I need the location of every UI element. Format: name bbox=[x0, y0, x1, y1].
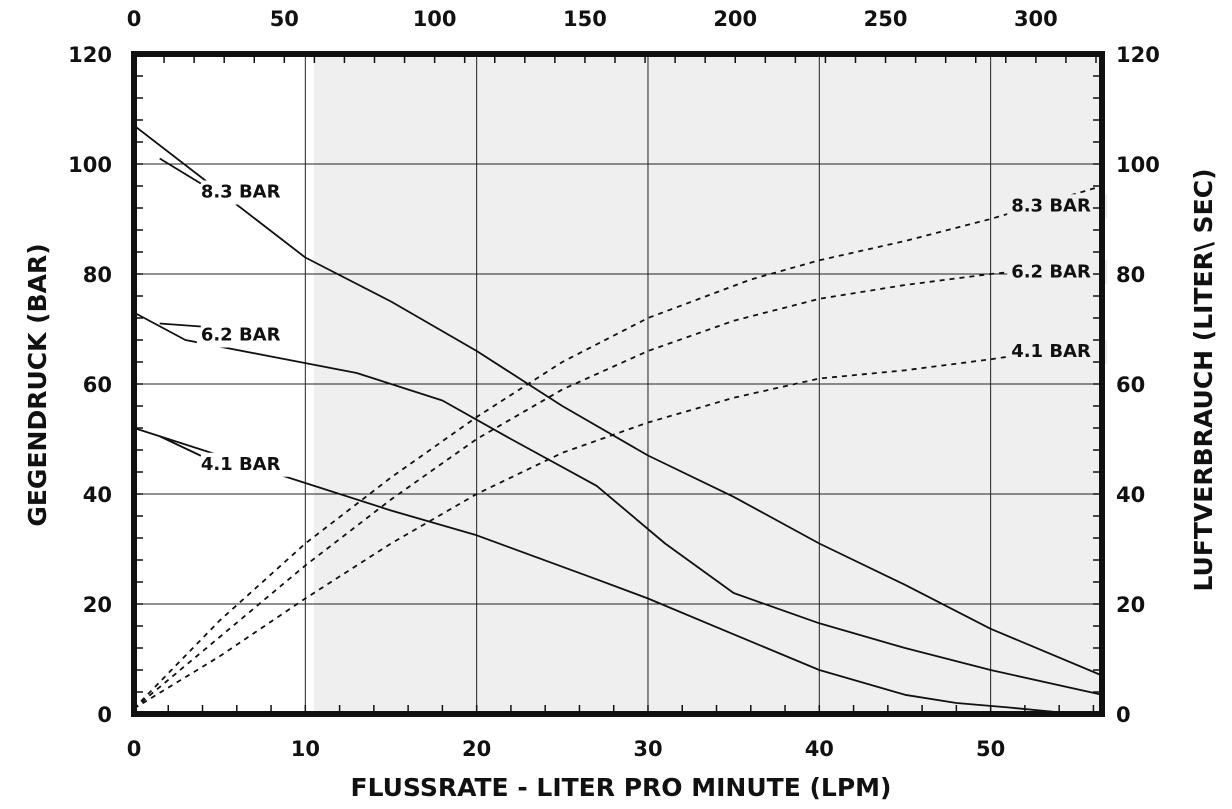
x-tick-label: 20 bbox=[462, 737, 491, 761]
y2-tick-label: 80 bbox=[1116, 263, 1145, 287]
curve-label: 6.2 BAR bbox=[1011, 261, 1091, 282]
curve-label: 8.3 BAR bbox=[201, 182, 281, 203]
pressure-curve-62 bbox=[133, 311, 1103, 696]
y-tick-label: 40 bbox=[83, 483, 112, 507]
x-tick-label: 50 bbox=[976, 737, 1005, 761]
curve-label-background bbox=[1007, 260, 1108, 285]
plot-frame bbox=[131, 51, 1105, 717]
y2-tick-label: 120 bbox=[1116, 43, 1160, 67]
x-top-tick-label: 300 bbox=[1014, 7, 1058, 31]
curve-label: 4.1 BAR bbox=[1011, 341, 1091, 362]
curve-label: 4.1 BAR bbox=[201, 454, 281, 475]
x-tick-label: 10 bbox=[291, 737, 320, 761]
x-tick-label: 0 bbox=[127, 737, 142, 761]
y-tick-label: 60 bbox=[83, 373, 112, 397]
y2-tick-label: 0 bbox=[1116, 703, 1131, 727]
x-axis-title: FLUSSRATE - LITER PRO MINUTE (LPM) bbox=[351, 773, 892, 802]
curve-label-background bbox=[196, 180, 297, 205]
x-top-tick-label: 0 bbox=[127, 7, 142, 31]
y2-tick-label: 40 bbox=[1116, 483, 1145, 507]
y-tick-label: 0 bbox=[97, 703, 112, 727]
y2-tick-label: 60 bbox=[1116, 373, 1145, 397]
y-tick-label: 20 bbox=[83, 593, 112, 617]
x-top-tick-label: 150 bbox=[563, 7, 607, 31]
curve-label-background bbox=[1007, 194, 1108, 219]
x-tick-label: 30 bbox=[633, 737, 662, 761]
curve-label: 8.3 BAR bbox=[1011, 195, 1091, 216]
curve-label-leader bbox=[159, 322, 201, 328]
y2-tick-label: 100 bbox=[1116, 153, 1160, 177]
x-tick-label: 40 bbox=[805, 737, 834, 761]
pressure-curve-41 bbox=[133, 427, 1077, 715]
curve-label-background bbox=[196, 452, 297, 477]
curve-label-leader bbox=[159, 435, 202, 457]
y-tick-label: 120 bbox=[68, 43, 112, 67]
x-top-tick-label: 250 bbox=[864, 7, 908, 31]
y-tick-label: 80 bbox=[83, 263, 112, 287]
curve-label-background bbox=[196, 323, 297, 348]
air-consumption-curve-41 bbox=[133, 341, 1103, 710]
x-top-tick-label: 100 bbox=[413, 7, 457, 31]
x-top-tick-label: 200 bbox=[713, 7, 757, 31]
y2-tick-label: 20 bbox=[1116, 593, 1145, 617]
x-top-tick-label: 50 bbox=[270, 7, 299, 31]
air-consumption-curve-83 bbox=[133, 185, 1103, 710]
curve-label-leader bbox=[159, 157, 202, 185]
pressure-curve-83 bbox=[133, 124, 1103, 677]
air-consumption-curve-62 bbox=[133, 262, 1103, 710]
y2-axis-title: LUFTVERBRAUCH (LITER\ SEC) bbox=[1189, 168, 1218, 591]
y-tick-label: 100 bbox=[68, 153, 112, 177]
curve-label: 6.2 BAR bbox=[201, 325, 281, 346]
curve-label-background bbox=[1007, 340, 1108, 364]
y-axis-title: GEGENDRUCK (BAR) bbox=[23, 243, 52, 526]
